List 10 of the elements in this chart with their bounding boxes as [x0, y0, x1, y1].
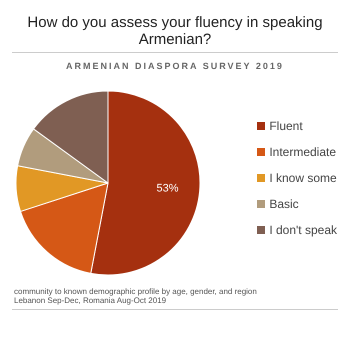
text: Lebanon Sep-Dec, Romania Aug-Oct 2019 — [14, 296, 168, 305]
chart-title: How do you assess your fluency in speaking Armenian? — [26, 13, 324, 50]
legend-label: Fluent — [269, 118, 303, 135]
chart-subtitle: ARMENIAN DIASPORA SURVEY 2019 — [65, 61, 285, 71]
legend-label: I don't speak — [269, 222, 337, 239]
legend-label: I know some — [269, 170, 337, 187]
text: community to known demographic profile by age, gender, and region — [14, 287, 258, 296]
data-label: 53% — [156, 182, 179, 195]
legend-label: Intermediate — [269, 144, 336, 161]
legend-label: Basic — [269, 196, 299, 213]
